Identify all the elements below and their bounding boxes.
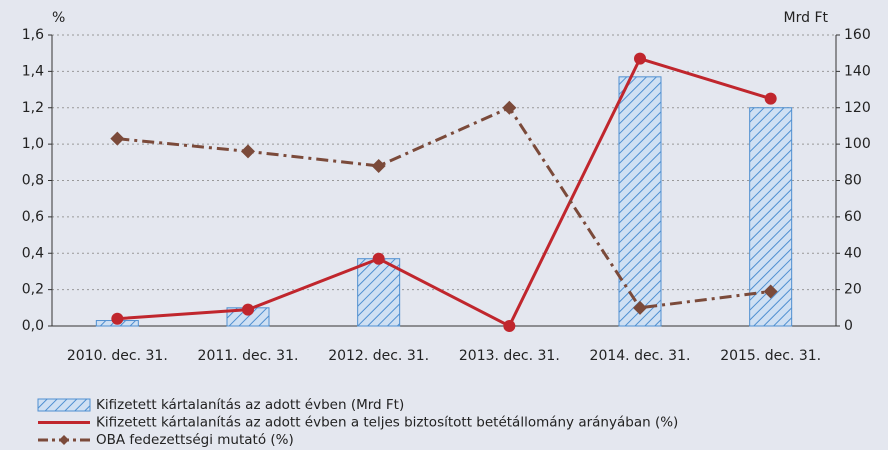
y2-tick-label: 160 xyxy=(844,27,871,43)
point xyxy=(503,320,516,332)
y2-tick-label: 20 xyxy=(844,282,862,298)
x-tick-label: 2015. dec. 31. xyxy=(720,348,821,364)
legend-swatch xyxy=(37,398,91,412)
y-tick-label: 0,0 xyxy=(22,318,44,334)
y-tick-label: 1,6 xyxy=(22,27,44,43)
y2-tick-label: 80 xyxy=(844,173,862,189)
legend-label: Kifizetett kártalanítás az adott évben (… xyxy=(96,397,404,413)
point xyxy=(633,300,647,315)
legend-label: Kifizetett kártalanítás az adott évben a… xyxy=(96,415,678,431)
x-tick-label: 2011. dec. 31. xyxy=(198,348,299,364)
point xyxy=(502,100,517,115)
x-tick-label: 2010. dec. 31. xyxy=(67,348,168,364)
x-tick-label: 2012. dec. 31. xyxy=(328,348,429,364)
point xyxy=(763,284,778,299)
y2-tick-label: 140 xyxy=(844,63,871,79)
line xyxy=(117,56,772,329)
y-tick-label: 0,6 xyxy=(22,209,44,225)
y-axis-unit: % xyxy=(52,10,65,26)
y2-tick-label: 100 xyxy=(844,136,871,152)
legend-marker xyxy=(59,435,69,445)
legend-label: OBA fedezettségi mutató (%) xyxy=(96,432,294,448)
point xyxy=(242,303,254,316)
y2-tick-label: 0 xyxy=(844,318,853,334)
line xyxy=(117,105,771,310)
point xyxy=(241,144,255,159)
point xyxy=(634,52,646,65)
y-tick-label: 1,4 xyxy=(22,63,44,79)
bar xyxy=(357,258,401,327)
y-tick-label: 1,0 xyxy=(22,136,44,152)
y2-tick-label: 40 xyxy=(844,245,862,261)
point xyxy=(111,312,124,325)
point xyxy=(372,252,385,265)
x-tick-label: 2014. dec. 31. xyxy=(590,348,691,364)
y2-tick-label: 60 xyxy=(844,209,862,225)
y-tick-label: 0,8 xyxy=(22,173,44,189)
point xyxy=(110,131,125,146)
point xyxy=(371,158,386,173)
y2-tick-label: 120 xyxy=(844,100,871,116)
y-tick-label: 1,2 xyxy=(22,100,44,116)
x-tick-label: 2013. dec. 31. xyxy=(459,348,560,364)
y-tick-label: 0,4 xyxy=(22,245,44,261)
y2-axis-unit: Mrd Ft xyxy=(784,10,829,26)
bar xyxy=(618,76,662,327)
point xyxy=(764,92,777,105)
y-tick-label: 0,2 xyxy=(22,282,44,298)
